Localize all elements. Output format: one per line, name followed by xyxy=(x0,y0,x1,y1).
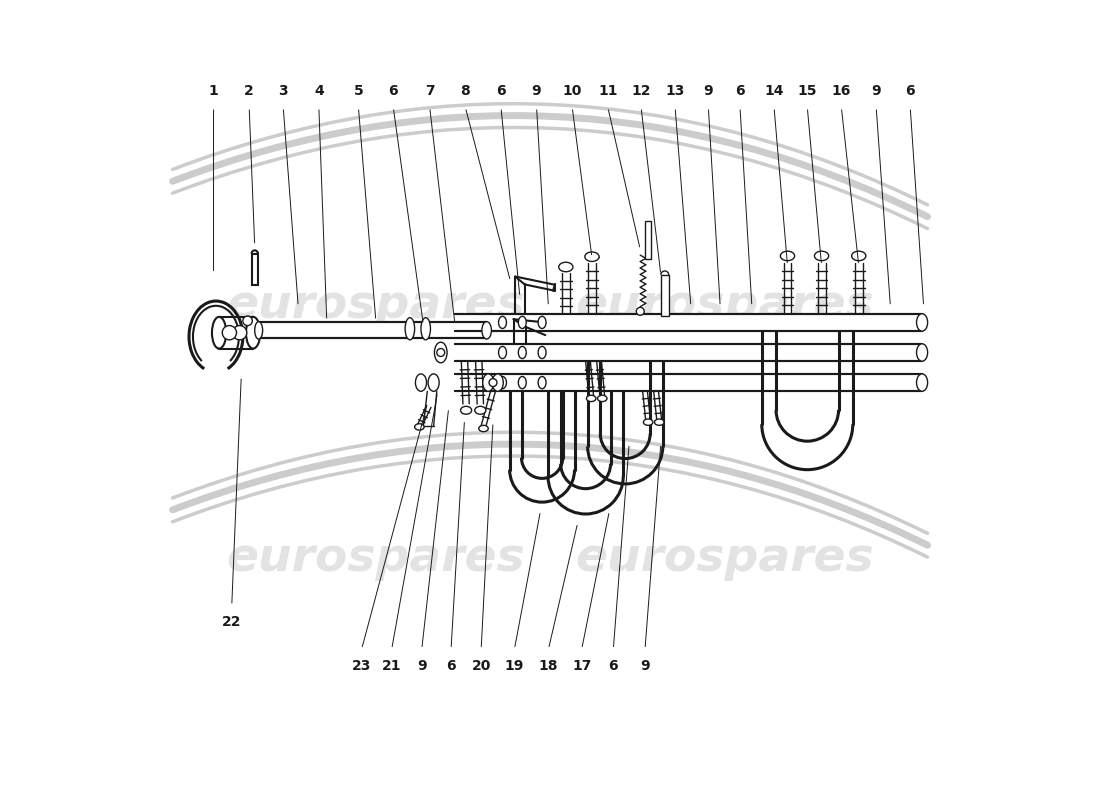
Ellipse shape xyxy=(518,346,526,358)
Text: 8: 8 xyxy=(461,83,470,98)
Text: 6: 6 xyxy=(905,83,915,98)
Ellipse shape xyxy=(559,262,573,272)
Ellipse shape xyxy=(780,251,794,261)
Text: 3: 3 xyxy=(278,83,288,98)
Circle shape xyxy=(437,349,444,357)
Bar xyxy=(258,322,486,338)
Bar xyxy=(645,221,650,259)
Text: 18: 18 xyxy=(539,659,558,673)
Text: eurospares: eurospares xyxy=(575,282,873,327)
Ellipse shape xyxy=(255,322,263,339)
Ellipse shape xyxy=(498,316,506,329)
Bar xyxy=(455,374,922,391)
Text: 11: 11 xyxy=(598,83,617,98)
Ellipse shape xyxy=(492,374,504,391)
Text: 15: 15 xyxy=(798,83,817,98)
Text: 23: 23 xyxy=(352,659,372,673)
Ellipse shape xyxy=(644,419,653,426)
Bar xyxy=(455,314,922,331)
Ellipse shape xyxy=(814,251,828,261)
Text: 6: 6 xyxy=(608,659,618,673)
Bar xyxy=(252,254,257,286)
Ellipse shape xyxy=(538,346,546,358)
Text: 19: 19 xyxy=(505,659,524,673)
Ellipse shape xyxy=(851,251,866,261)
Circle shape xyxy=(243,316,252,326)
Text: 14: 14 xyxy=(764,83,784,98)
Text: eurospares: eurospares xyxy=(227,536,525,581)
Circle shape xyxy=(636,307,645,315)
Ellipse shape xyxy=(597,395,607,402)
Ellipse shape xyxy=(916,344,927,362)
Circle shape xyxy=(490,378,497,386)
Ellipse shape xyxy=(498,377,506,389)
Ellipse shape xyxy=(916,374,927,391)
Ellipse shape xyxy=(538,316,546,329)
Text: 10: 10 xyxy=(562,83,582,98)
Text: 9: 9 xyxy=(531,83,541,98)
Bar xyxy=(661,275,669,316)
Text: 21: 21 xyxy=(382,659,402,673)
Text: 9: 9 xyxy=(704,83,713,98)
Ellipse shape xyxy=(416,374,427,391)
Ellipse shape xyxy=(478,426,488,432)
Text: 6: 6 xyxy=(388,83,398,98)
Text: eurospares: eurospares xyxy=(575,536,873,581)
Ellipse shape xyxy=(483,374,494,391)
Ellipse shape xyxy=(475,406,486,414)
Text: 17: 17 xyxy=(572,659,592,673)
Text: 6: 6 xyxy=(496,83,506,98)
Ellipse shape xyxy=(498,346,506,358)
Text: 9: 9 xyxy=(417,659,427,673)
Text: 6: 6 xyxy=(735,83,745,98)
Ellipse shape xyxy=(538,377,546,389)
Ellipse shape xyxy=(415,424,425,430)
Text: 7: 7 xyxy=(425,83,435,98)
Ellipse shape xyxy=(434,342,447,362)
Text: 12: 12 xyxy=(631,83,651,98)
Ellipse shape xyxy=(482,322,492,339)
Ellipse shape xyxy=(585,252,600,262)
Text: 4: 4 xyxy=(314,83,323,98)
Text: 1: 1 xyxy=(209,83,219,98)
Text: eurospares: eurospares xyxy=(227,282,525,327)
Ellipse shape xyxy=(212,317,227,349)
Text: 6: 6 xyxy=(447,659,455,673)
Text: 20: 20 xyxy=(472,659,491,673)
Ellipse shape xyxy=(246,317,261,349)
Ellipse shape xyxy=(518,377,526,389)
Ellipse shape xyxy=(916,314,927,331)
Ellipse shape xyxy=(518,316,526,329)
Ellipse shape xyxy=(654,419,664,426)
Ellipse shape xyxy=(421,318,430,340)
Ellipse shape xyxy=(405,318,415,340)
Text: 22: 22 xyxy=(222,615,242,630)
Ellipse shape xyxy=(461,406,472,414)
Text: 16: 16 xyxy=(832,83,851,98)
Ellipse shape xyxy=(428,374,439,391)
Ellipse shape xyxy=(586,395,596,402)
Text: 5: 5 xyxy=(353,83,363,98)
Circle shape xyxy=(232,326,246,340)
Bar xyxy=(455,344,922,362)
Text: 13: 13 xyxy=(666,83,685,98)
Text: 9: 9 xyxy=(871,83,881,98)
Circle shape xyxy=(222,326,236,340)
Text: 9: 9 xyxy=(640,659,650,673)
Text: 2: 2 xyxy=(244,83,254,98)
